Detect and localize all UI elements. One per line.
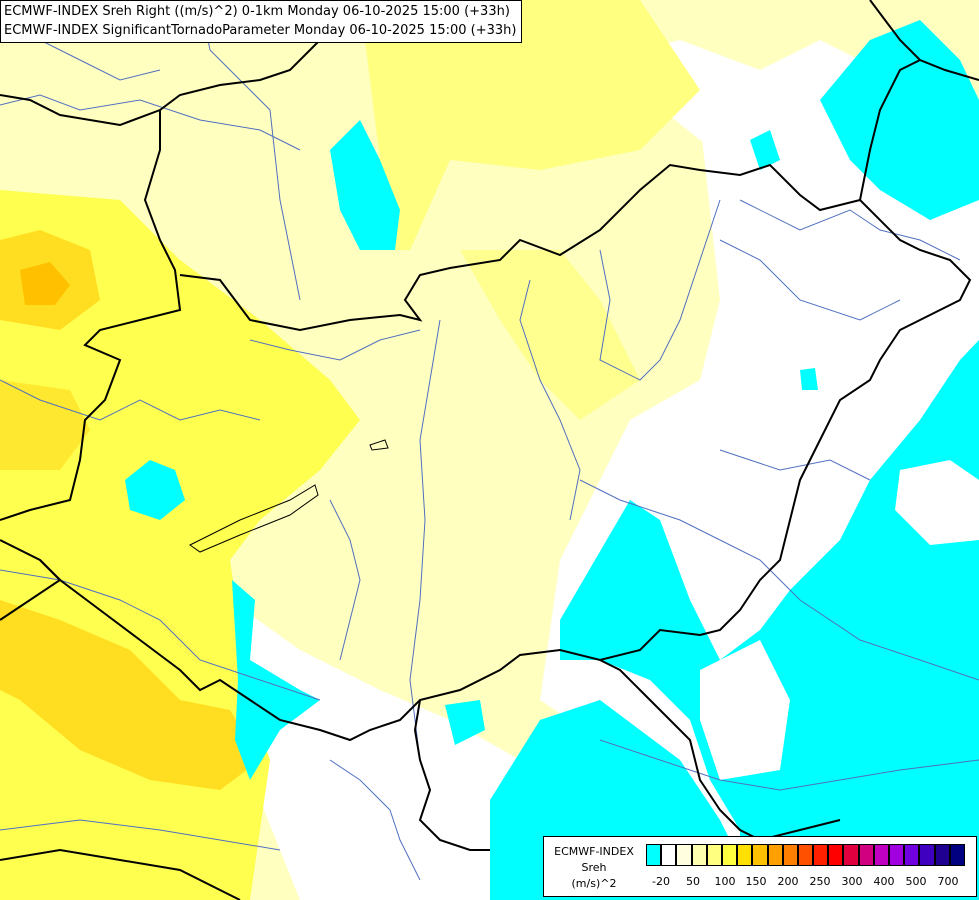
legend-tick-label: -20 <box>652 875 670 888</box>
legend-swatch <box>752 844 768 866</box>
legend-swatch <box>919 844 935 866</box>
white-hole-s <box>700 640 790 780</box>
rivers <box>0 0 979 881</box>
cyan-region-ne <box>820 20 979 220</box>
legend-variable: Sreh <box>581 861 607 874</box>
legend-swatch <box>782 844 798 866</box>
cyan-patch-center <box>445 700 485 745</box>
legend-swatch <box>737 844 753 866</box>
legend-swatch <box>949 844 965 866</box>
cyan-patch-sw <box>232 580 320 780</box>
legend-swatch <box>797 844 814 866</box>
cyan-patch-e <box>800 368 818 390</box>
legend-tick-label: 100 <box>714 875 736 888</box>
legend-swatch <box>721 844 738 866</box>
legend-title: ECMWF-INDEX <box>554 845 634 858</box>
legend-tick-label: 300 <box>841 875 863 888</box>
legend-tick-label: 150 <box>745 875 767 888</box>
legend-swatch <box>858 844 874 866</box>
white-hole-se <box>895 460 979 545</box>
legend-color-scale <box>646 844 965 866</box>
legend-swatch <box>646 844 662 866</box>
legend-swatch <box>706 844 722 866</box>
legend-tick-label: 700 <box>937 875 959 888</box>
lake-small <box>369 439 389 451</box>
legend-tick-label: 250 <box>809 875 831 888</box>
legend-swatch <box>889 844 905 866</box>
legend-swatch <box>767 844 783 866</box>
legend-swatch <box>904 844 920 866</box>
legend-tick-label: 500 <box>905 875 927 888</box>
legend-swatch <box>676 844 692 866</box>
orange-patch-w <box>0 380 90 470</box>
legend: ECMWF-INDEX Sreh (m/s)^2 -20 50 100 150 200 2… <box>543 836 977 897</box>
legend-tick-label: 200 <box>777 875 799 888</box>
title-box: ECMWF-INDEX Sreh Right ((m/s)^2) 0-1km M… <box>0 0 522 43</box>
yellow-band-north <box>360 0 700 250</box>
lake-balaton <box>189 484 319 553</box>
title-line-1: ECMWF-INDEX Sreh Right ((m/s)^2) 0-1km M… <box>4 4 510 19</box>
legend-tick-label: 400 <box>873 875 895 888</box>
legend-swatch <box>691 844 707 866</box>
legend-tick-label: 50 <box>686 875 700 888</box>
legend-ticks: -20 50 100 150 200 250 300 400 500 700 <box>644 875 974 891</box>
legend-unit: (m/s)^2 <box>571 877 617 890</box>
white-area-south <box>230 600 520 900</box>
legend-swatch <box>843 844 859 866</box>
legend-swatch <box>661 844 677 866</box>
legend-swatch <box>873 844 889 866</box>
legend-swatch <box>934 844 950 866</box>
cyan-patch-w <box>125 460 185 520</box>
orange-core-nw <box>20 262 70 305</box>
orange-patch-sw <box>0 600 260 790</box>
legend-swatch <box>828 844 844 866</box>
title-line-2: ECMWF-INDEX SignificantTornadoParameter … <box>4 23 517 38</box>
legend-swatch <box>813 844 829 866</box>
cyan-region-se <box>560 340 979 900</box>
yellow-patch-center <box>460 250 640 420</box>
cyan-patch-n <box>330 120 400 250</box>
cyan-patch-ne <box>750 130 780 170</box>
